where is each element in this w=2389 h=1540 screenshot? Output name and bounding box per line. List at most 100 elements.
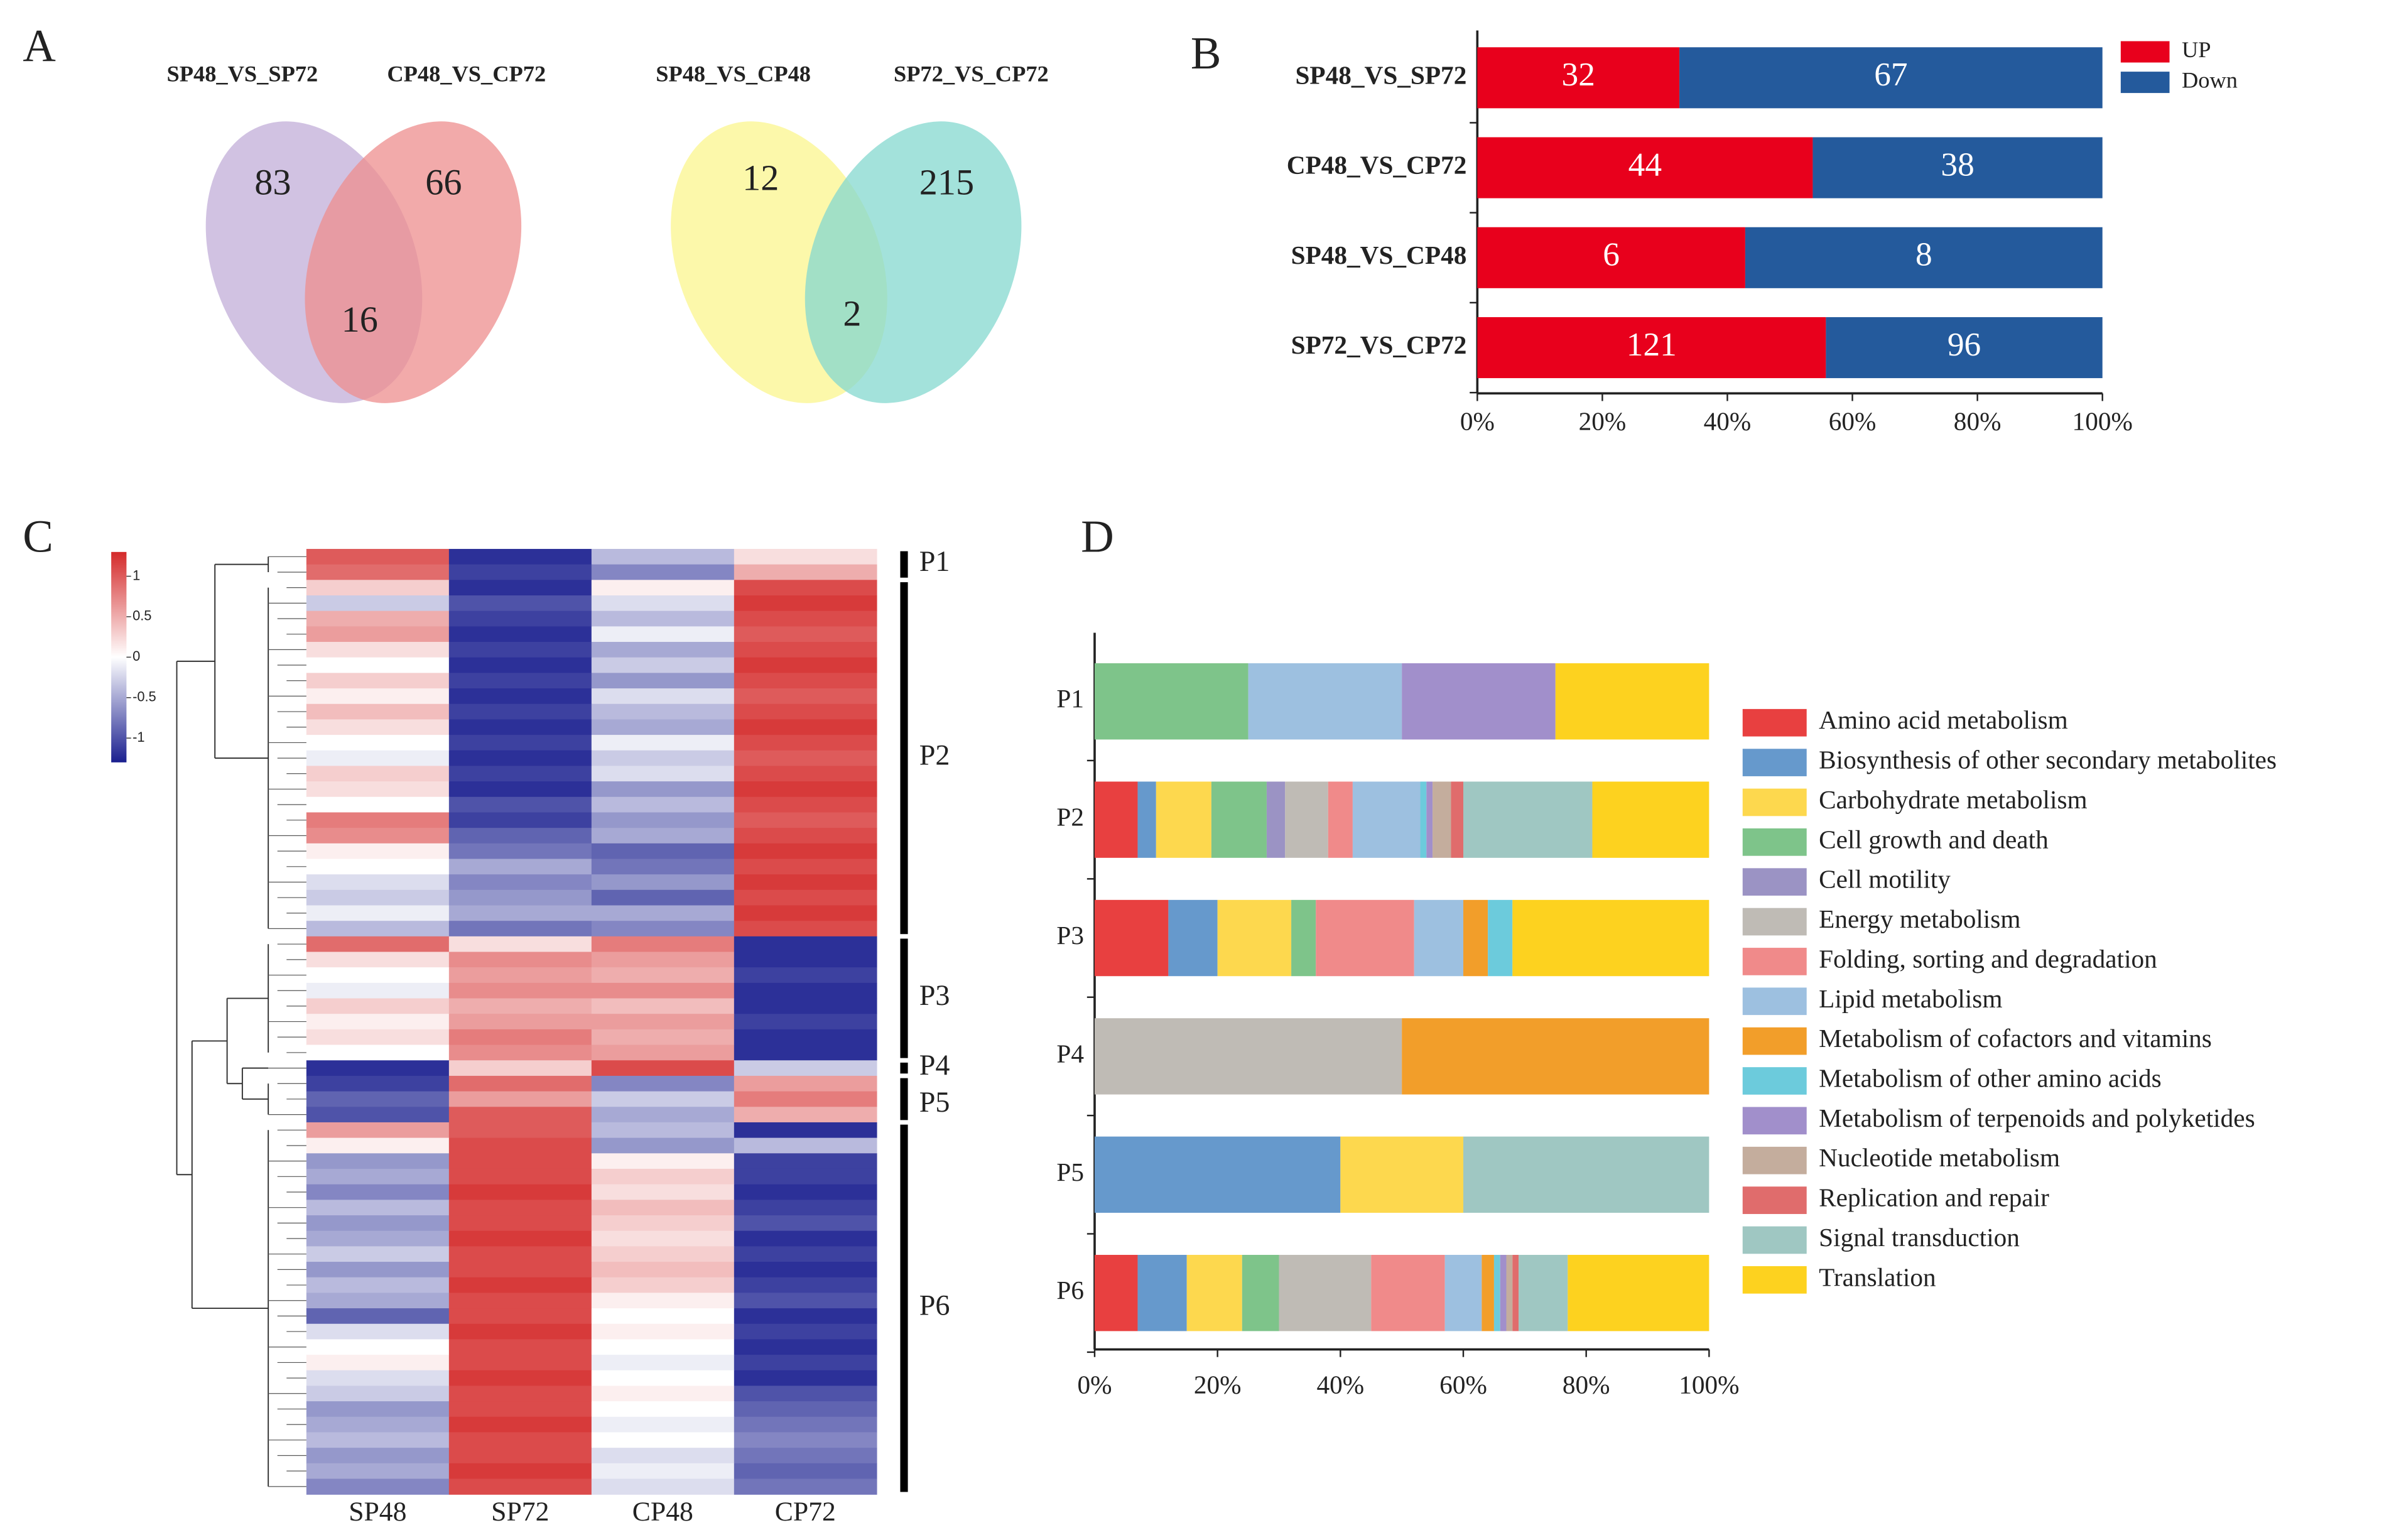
heat-cell — [734, 889, 877, 906]
heat-cell — [448, 1448, 592, 1464]
heat-cell — [734, 1122, 877, 1139]
bar-segment — [1340, 1136, 1464, 1213]
heat-cell — [448, 781, 592, 798]
bar-segment — [1279, 1255, 1372, 1331]
legend-label: Metabolism of terpenoids and polyketides — [1819, 1103, 2255, 1132]
heat-cell — [448, 1323, 592, 1340]
heat-cell — [591, 703, 735, 720]
heat-cell — [734, 1075, 877, 1092]
bar-segment — [1352, 781, 1421, 858]
venn-count: 83 — [254, 162, 291, 203]
legend-swatch — [1742, 1266, 1807, 1294]
x-tick-label: 80% — [1563, 1370, 1610, 1399]
heat-cell — [591, 766, 735, 782]
legend-swatch — [1742, 1146, 1807, 1174]
heat-cell — [734, 1262, 877, 1278]
heat-cell — [448, 1463, 592, 1480]
heat-cell — [448, 1230, 592, 1247]
heat-cell — [591, 1277, 735, 1294]
legend-swatch — [1742, 948, 1807, 975]
heat-cell — [448, 1293, 592, 1309]
heat-cell — [448, 1478, 592, 1495]
bar-segment — [1420, 781, 1427, 858]
heat-cell — [448, 673, 592, 689]
heat-cell — [734, 1293, 877, 1309]
heat-cell — [591, 1029, 735, 1046]
heat-cell — [306, 1153, 450, 1169]
heat-cell — [306, 936, 450, 953]
heat-cell — [306, 1339, 450, 1355]
heat-cell — [591, 626, 735, 643]
legend-swatch — [1742, 788, 1807, 816]
bar-segment — [1592, 781, 1709, 858]
heat-cell — [591, 967, 735, 984]
x-tick-label: 100% — [1679, 1370, 1739, 1399]
category-label: SP48_VS_CP48 — [1291, 241, 1467, 269]
heat-cell — [306, 843, 450, 860]
x-tick-label: 60% — [1829, 406, 1877, 435]
heat-cell — [734, 1355, 877, 1371]
heat-cell — [734, 1153, 877, 1169]
heat-cell — [734, 843, 877, 860]
heat-cell — [448, 889, 592, 906]
venn-set — [305, 121, 522, 403]
heat-cell — [306, 1277, 450, 1294]
heat-cell — [448, 812, 592, 828]
heat-cell — [306, 1262, 450, 1278]
heat-cell — [734, 1200, 877, 1216]
heat-cell — [591, 952, 735, 968]
heat-cell — [591, 1230, 735, 1247]
legend-swatch — [1742, 828, 1807, 856]
heat-cell — [306, 1323, 450, 1340]
category-label: P5 — [1056, 1158, 1084, 1186]
heat-cell — [306, 1463, 450, 1480]
heat-cell — [734, 1463, 877, 1480]
legend-label: Amino acid metabolism — [1819, 705, 2068, 734]
heat-cell — [448, 936, 592, 953]
heat-cell — [591, 781, 735, 798]
heat-cell — [306, 1385, 450, 1402]
bar-segment — [1488, 899, 1513, 977]
heat-cell — [591, 828, 735, 844]
bar-segment — [1444, 1255, 1482, 1331]
heat-cell — [448, 998, 592, 1014]
heat-cell — [734, 905, 877, 921]
bar-segment — [1156, 781, 1211, 858]
bar-segment — [1291, 899, 1316, 977]
category-label: P4 — [1056, 1039, 1084, 1068]
bar-segment — [1477, 227, 1745, 288]
bar-segment — [1371, 1255, 1445, 1331]
heat-cell — [591, 688, 735, 705]
heat-cell — [591, 1323, 735, 1340]
heat-cell — [591, 812, 735, 828]
heat-cell — [306, 1478, 450, 1495]
legend-label: Biosynthesis of other secondary metaboli… — [1819, 746, 2277, 774]
heat-cell — [734, 874, 877, 891]
bar-segment — [1433, 781, 1451, 858]
heat-cell — [591, 610, 735, 627]
heat-cell — [591, 1401, 735, 1418]
heat-cell — [591, 1416, 735, 1433]
heat-cell — [734, 1014, 877, 1030]
heat-cell — [591, 936, 735, 953]
heat-cell — [734, 642, 877, 658]
heat-cell — [448, 750, 592, 767]
heat-cell — [306, 1293, 450, 1309]
bar-segment — [1094, 781, 1138, 858]
bar-segment — [1512, 899, 1709, 977]
heat-cell — [591, 1463, 735, 1480]
set-label: SP48_VS_SP72 — [167, 62, 318, 87]
heat-cell — [734, 781, 877, 798]
heat-cell — [591, 1200, 735, 1216]
heat-cell — [734, 548, 877, 565]
heat-cell — [448, 1044, 592, 1061]
bar-segment — [1500, 1255, 1507, 1331]
heat-cell — [448, 595, 592, 612]
heat-cell — [448, 1401, 592, 1418]
heat-cell — [306, 1122, 450, 1139]
heat-cell — [448, 843, 592, 860]
heat-cell — [448, 688, 592, 705]
x-tick-label: 0% — [1077, 1370, 1112, 1399]
heat-cell — [734, 1044, 877, 1061]
legend-label: UP — [2182, 37, 2211, 62]
